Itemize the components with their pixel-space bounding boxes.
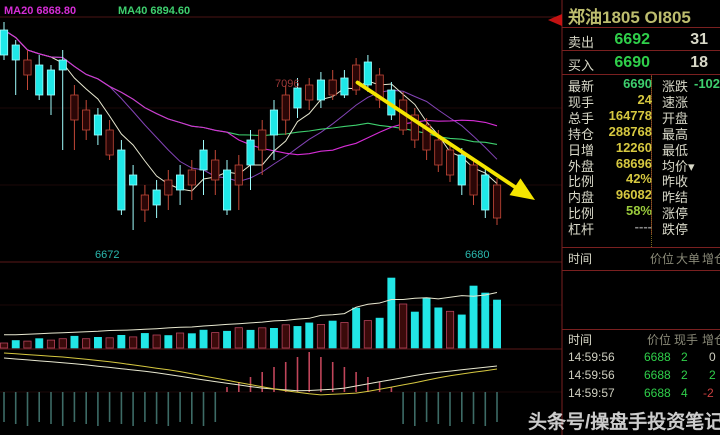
svg-text:MA40 6894.60: MA40 6894.60: [118, 5, 190, 17]
svg-text:MA20 6868.80: MA20 6868.80: [4, 5, 76, 17]
svg-text:6672: 6672: [95, 249, 119, 261]
svg-text:6680: 6680: [465, 249, 489, 261]
svg-text:7096: 7096: [275, 78, 299, 90]
